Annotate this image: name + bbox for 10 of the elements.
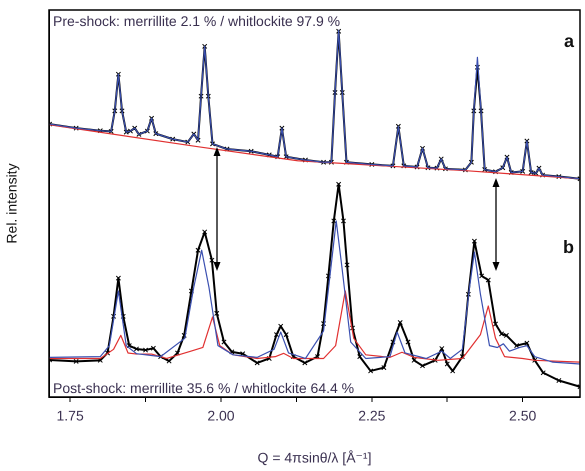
x-tick-label: 2.00 [207, 407, 235, 424]
annotation: b [563, 236, 574, 257]
annotation: a [564, 30, 575, 51]
x-tick-label: 1.75 [56, 407, 84, 424]
y-axis-title: Rel. intensity [3, 163, 20, 244]
x-tick-label: 2.50 [509, 407, 537, 424]
annotation: Post-shock: merrillite 35.6 % / whitlockite 64.4 % [53, 380, 354, 396]
x-tick-label: 2.25 [358, 407, 386, 424]
x-axis-title: Q = 4πsinθ/λ [Å⁻¹] [258, 449, 372, 466]
text: Pre-shock: merrillite 2.1 % / whitlockite 97.9 % [53, 12, 340, 29]
